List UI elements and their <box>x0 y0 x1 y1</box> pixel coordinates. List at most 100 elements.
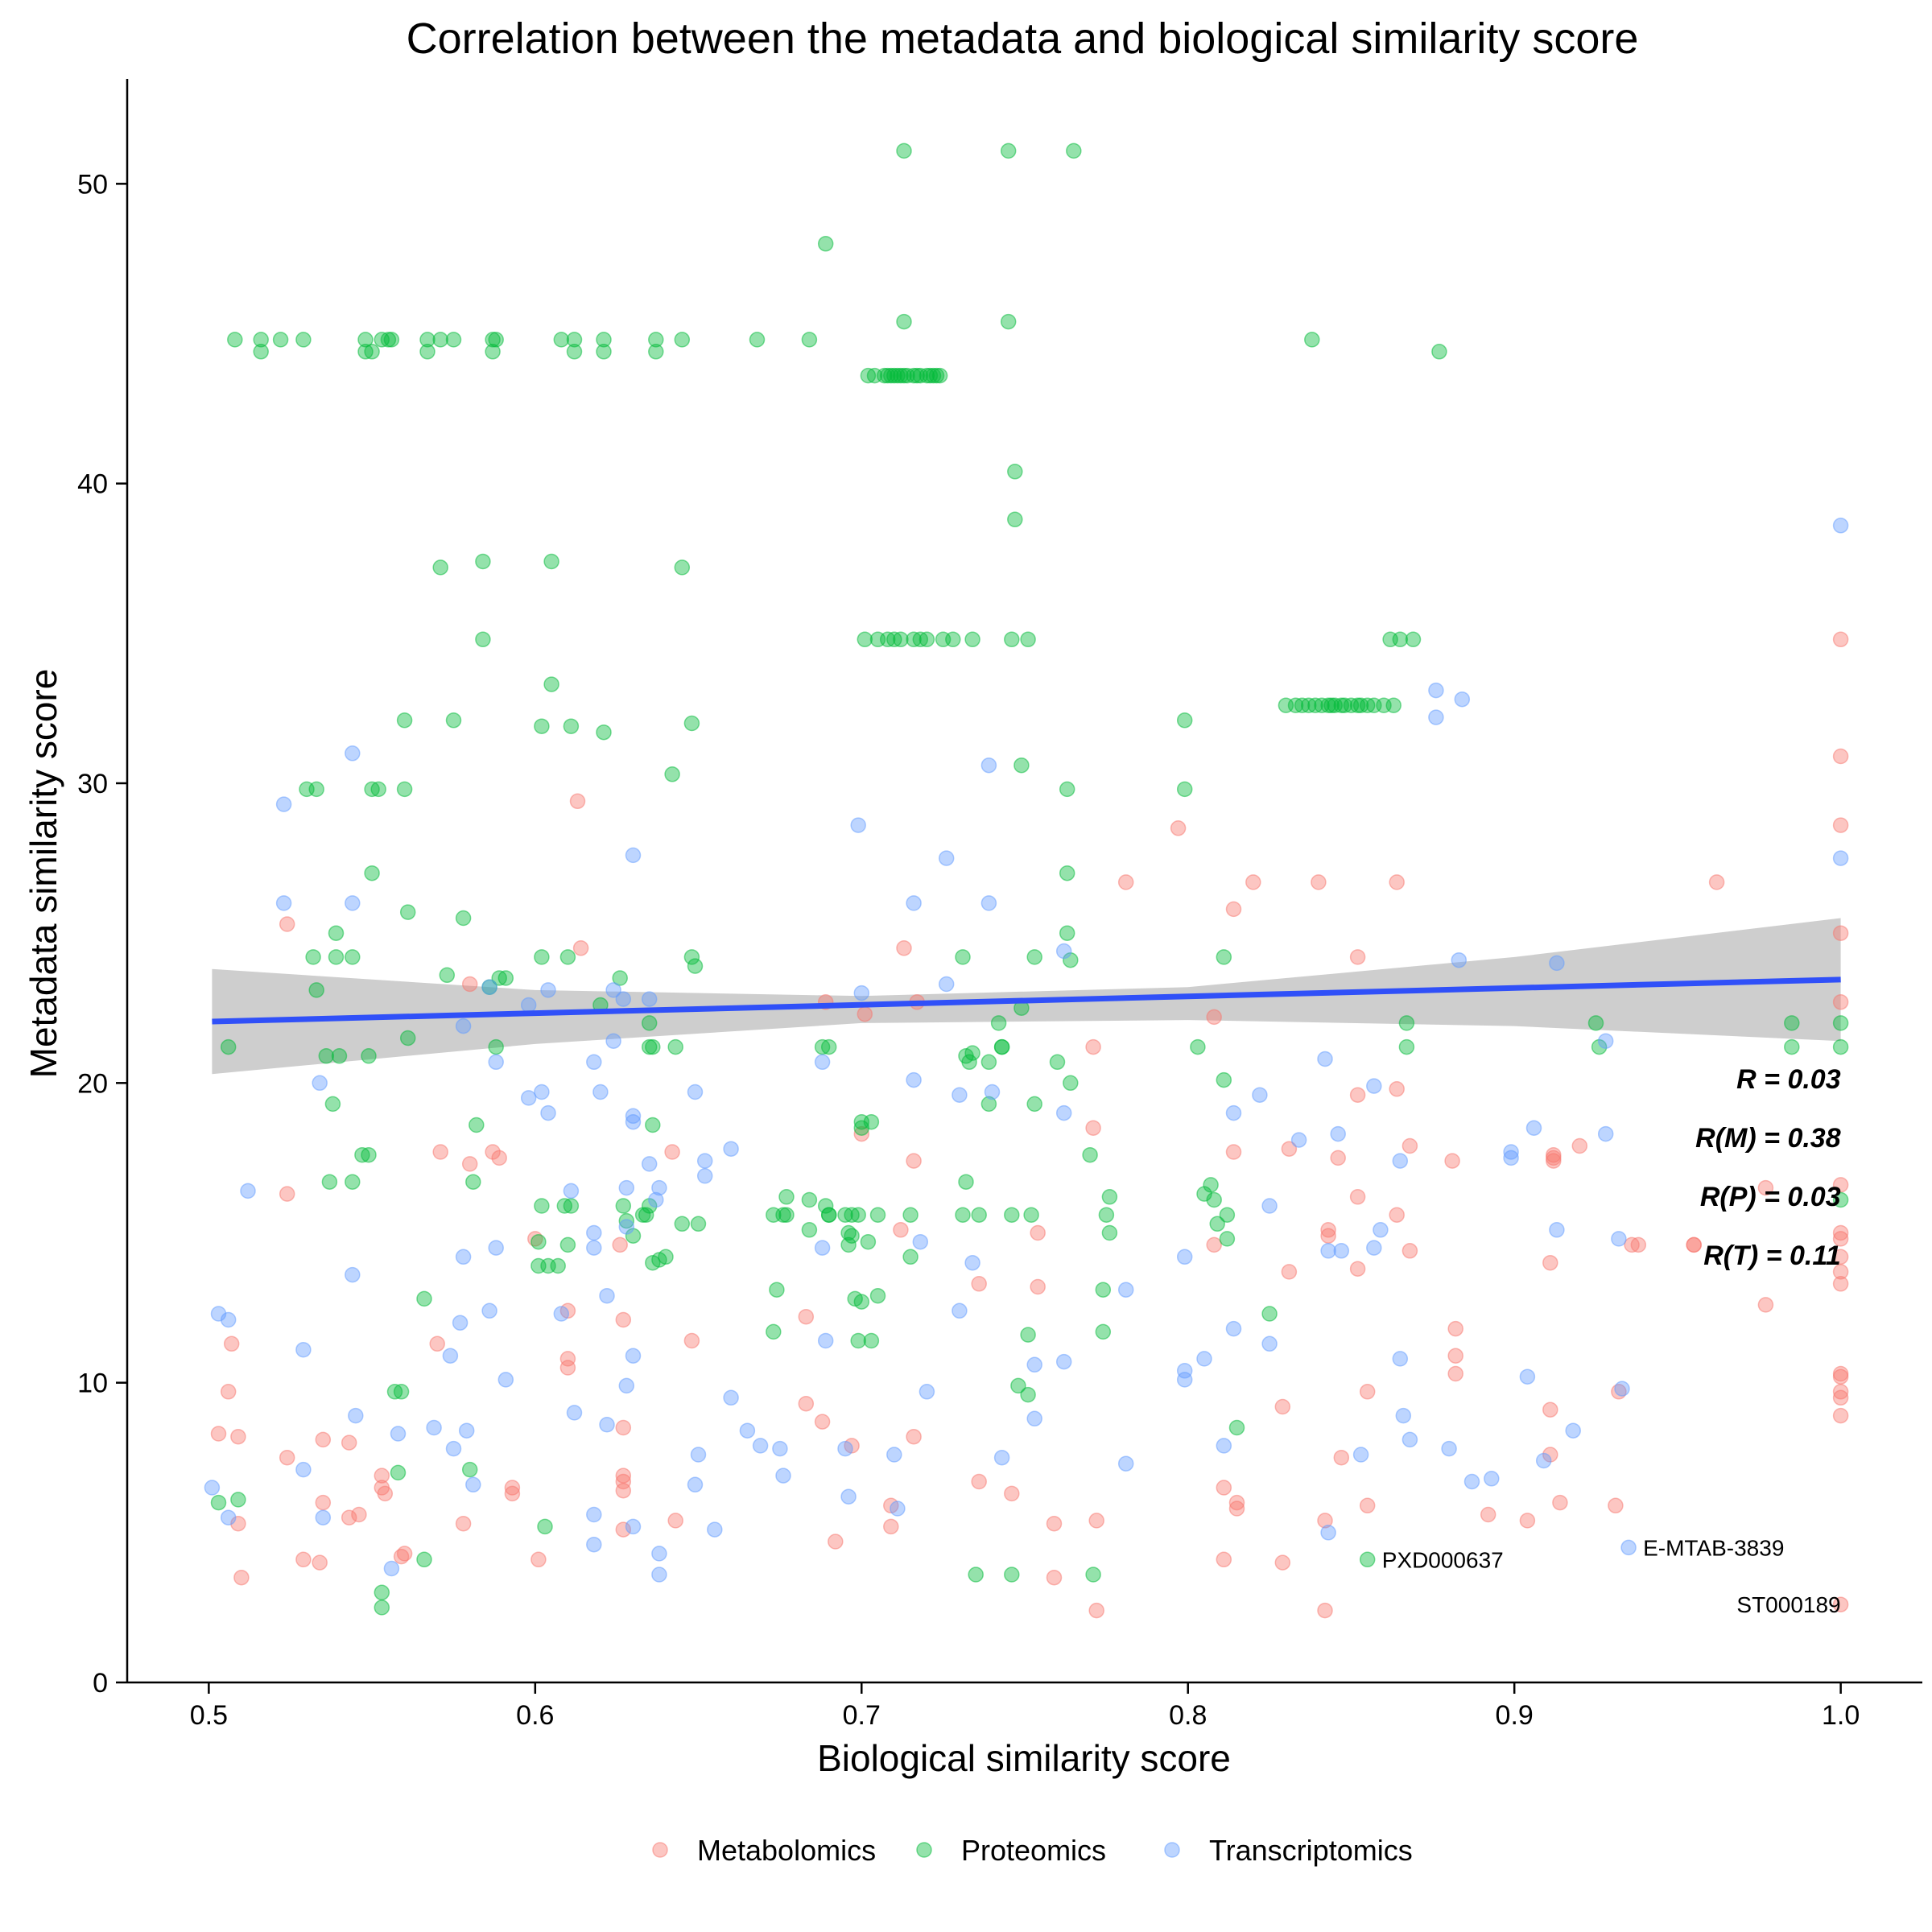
point-metabolomics-143 <box>1832 1389 1849 1406</box>
point-metabolomics-36 <box>572 940 589 956</box>
point-proteomics-178 <box>961 1054 977 1071</box>
point-proteomics-195 <box>1010 1377 1026 1394</box>
point-proteomics-247 <box>1359 1551 1376 1568</box>
point-metabolomics-51 <box>828 1534 844 1550</box>
point-proteomics-135 <box>853 1294 870 1310</box>
point-proteomics-34 <box>386 1384 403 1400</box>
point-metabolomics-11 <box>315 1494 332 1511</box>
point-proteomics-175 <box>955 949 971 965</box>
point-metabolomics-48 <box>798 1308 815 1325</box>
point-metabolomics-129 <box>1832 631 1849 648</box>
point-proteomics-17 <box>331 1048 348 1064</box>
point-metabolomics-25 <box>461 976 478 993</box>
point-proteomics-259 <box>1784 1015 1800 1031</box>
point-transcriptomics-66 <box>696 1153 713 1169</box>
point-proteomics-87 <box>618 1212 635 1229</box>
point-metabolomics-111 <box>1519 1513 1536 1529</box>
point-transcriptomics-51 <box>618 1377 635 1394</box>
point-proteomics-72 <box>550 1257 566 1274</box>
point-metabolomics-119 <box>1571 1137 1588 1154</box>
point-proteomics-147 <box>879 631 896 648</box>
point-proteomics-224 <box>1209 1216 1225 1232</box>
point-proteomics-100 <box>658 1249 674 1265</box>
point-transcriptomics-146 <box>1614 1381 1630 1397</box>
point-transcriptomics-137 <box>1519 1368 1536 1385</box>
point-transcriptomics-144 <box>1597 1033 1614 1049</box>
point-transcriptomics-33 <box>540 1104 556 1121</box>
point-metabolomics-142 <box>1832 1384 1849 1400</box>
point-transcriptomics-2 <box>220 1509 237 1525</box>
annotations-layer: PXD000637 E-MTAB-3839 ST000189 <box>1382 1535 1841 1617</box>
point-proteomics-184 <box>980 1096 997 1113</box>
point-proteomics-122 <box>817 1198 834 1214</box>
point-proteomics-91 <box>641 1015 658 1031</box>
point-metabolomics-64 <box>1004 1485 1020 1502</box>
point-proteomics-123 <box>820 1038 837 1055</box>
point-proteomics-83 <box>596 332 612 348</box>
point-transcriptomics-67 <box>696 1168 713 1184</box>
regression-line-layer <box>212 976 1841 1025</box>
annotation-1: E-MTAB-3839 <box>1643 1535 1784 1560</box>
point-proteomics-35 <box>390 1464 407 1481</box>
point-proteomics-180 <box>964 1045 980 1061</box>
point-proteomics-121 <box>817 236 834 252</box>
point-proteomics-208 <box>1063 1075 1079 1092</box>
point-proteomics-190 <box>1004 1567 1020 1583</box>
point-metabolomics-58 <box>896 940 912 956</box>
point-metabolomics-127 <box>1757 1297 1774 1313</box>
point-metabolomics-31 <box>530 1551 547 1568</box>
point-transcriptomics-97 <box>1026 1356 1042 1373</box>
point-proteomics-159 <box>902 1207 919 1223</box>
point-transcriptomics-20 <box>452 1315 469 1331</box>
point-metabolomics-133 <box>1832 994 1849 1010</box>
point-proteomics-233 <box>1294 697 1311 713</box>
point-transcriptomics-35 <box>553 1306 570 1322</box>
point-proteomics-45 <box>432 559 448 576</box>
point-metabolomics-106 <box>1444 1153 1460 1169</box>
point-transcriptomics-88 <box>938 850 955 866</box>
point-proteomics-261 <box>1832 1015 1849 1031</box>
point-metabolomics-49 <box>814 1414 831 1430</box>
point-transcriptomics-130 <box>1441 1440 1457 1457</box>
point-proteomics-188 <box>1000 142 1017 159</box>
point-proteomics-257 <box>1587 1015 1604 1031</box>
point-transcriptomics-45 <box>599 1287 615 1304</box>
point-transcriptomics-72 <box>752 1438 769 1454</box>
point-proteomics-182 <box>971 1207 987 1223</box>
point-metabolomics-15 <box>351 1506 367 1523</box>
point-transcriptomics-50 <box>618 1219 635 1235</box>
y-tick-label-0: 0 <box>93 1668 108 1699</box>
point-metabolomics-138 <box>1832 1264 1849 1280</box>
point-metabolomics-99 <box>1359 1384 1376 1400</box>
point-proteomics-19 <box>345 1174 361 1190</box>
point-proteomics-129 <box>844 1207 860 1223</box>
point-transcriptomics-23 <box>458 1422 475 1439</box>
point-transcriptomics-70 <box>723 1389 739 1406</box>
point-metabolomics-28 <box>504 1480 521 1496</box>
point-proteomics-200 <box>1020 1327 1036 1343</box>
point-proteomics-185 <box>990 1015 1007 1031</box>
point-proteomics-214 <box>1095 1323 1112 1340</box>
point-transcriptomics-38 <box>586 1240 602 1256</box>
x-axis-label: Biological similarity score <box>817 1737 1231 1779</box>
point-transcriptomics-128 <box>1428 682 1444 699</box>
point-proteomics-61 <box>491 970 507 986</box>
point-transcriptomics-12 <box>345 895 361 911</box>
point-metabolomics-89 <box>1317 1602 1333 1619</box>
point-transcriptomics-131 <box>1451 952 1468 968</box>
point-proteomics-94 <box>645 1038 661 1055</box>
point-metabolomics-3 <box>230 1428 246 1445</box>
point-proteomics-140 <box>863 1113 880 1130</box>
point-metabolomics-114 <box>1542 1254 1558 1271</box>
point-proteomics-108 <box>687 958 704 974</box>
point-transcriptomics-127 <box>1402 1431 1418 1448</box>
point-metabolomics-26 <box>485 1144 501 1160</box>
point-proteomics-125 <box>820 1207 837 1223</box>
point-proteomics-136 <box>853 1120 870 1136</box>
point-transcriptomics-37 <box>566 1405 583 1421</box>
point-transcriptomics-65 <box>690 1447 707 1463</box>
point-metabolomics-113 <box>1542 1402 1558 1418</box>
point-proteomics-222 <box>1203 1177 1219 1193</box>
point-metabolomics-80 <box>1225 1144 1242 1160</box>
